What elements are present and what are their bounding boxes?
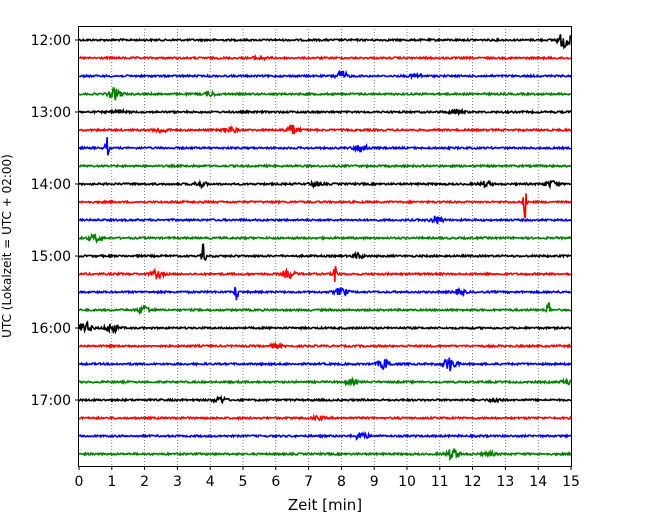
y-tick-label: 14:00 bbox=[31, 177, 71, 193]
seismic-trace bbox=[78, 394, 572, 405]
seismic-trace bbox=[78, 179, 572, 190]
x-tick-label: 12 bbox=[464, 474, 482, 490]
seismic-trace bbox=[78, 413, 572, 422]
x-tick-label: 14 bbox=[529, 474, 547, 490]
x-tick-label: 3 bbox=[173, 474, 182, 490]
x-tick-label: 0 bbox=[75, 474, 84, 490]
y-axis-ticks: 12:00 13:00 14:00 15:00 16:00 17:00 bbox=[31, 33, 79, 409]
x-tick-label: 8 bbox=[337, 474, 346, 490]
x-tick-label: 1 bbox=[107, 474, 116, 490]
seismic-trace bbox=[78, 69, 572, 81]
seismic-trace bbox=[78, 320, 572, 335]
x-tick-label: 4 bbox=[206, 474, 215, 490]
x-tick-label: 15 bbox=[562, 474, 580, 490]
seismic-trace bbox=[78, 124, 572, 135]
y-tick-label: 15:00 bbox=[31, 249, 71, 265]
x-tick-label: 6 bbox=[271, 474, 280, 490]
trace-group bbox=[78, 34, 572, 462]
y-tick-label: 13:00 bbox=[31, 105, 71, 121]
seismic-trace bbox=[78, 430, 572, 441]
x-tick-label: 10 bbox=[398, 474, 416, 490]
seismic-trace bbox=[78, 286, 572, 301]
seismic-trace bbox=[78, 107, 572, 117]
seismic-trace bbox=[78, 341, 572, 349]
seismic-trace bbox=[78, 232, 572, 245]
x-tick-label: 7 bbox=[304, 474, 313, 490]
x-axis-ticks: 0 1 2 3 4 5 6 7 8 9 10 11 12 13 14 15 bbox=[75, 466, 580, 490]
y-tick-label: 17:00 bbox=[31, 393, 71, 409]
x-tick-label: 9 bbox=[370, 474, 379, 490]
seismic-trace bbox=[78, 448, 572, 462]
seismic-trace bbox=[78, 376, 572, 387]
seismic-trace bbox=[78, 243, 572, 261]
seismic-trace bbox=[78, 137, 572, 156]
seismic-trace bbox=[78, 163, 571, 169]
seismic-trace bbox=[78, 265, 572, 282]
y-axis-label: UTC (Lokalzeit = UTC + 02:00) bbox=[0, 154, 14, 338]
x-tick-label: 11 bbox=[431, 474, 449, 490]
x-tick-label: 2 bbox=[140, 474, 149, 490]
y-tick-label: 16:00 bbox=[31, 321, 71, 337]
x-axis-label: Zeit [min] bbox=[288, 496, 362, 514]
seismic-trace bbox=[78, 357, 572, 372]
y-tick-label: 12:00 bbox=[31, 33, 71, 49]
seismic-trace bbox=[78, 215, 572, 225]
seismic-trace bbox=[79, 302, 572, 316]
seismic-trace bbox=[79, 53, 572, 62]
seismic-trace bbox=[78, 86, 572, 101]
seismic-trace bbox=[78, 193, 572, 219]
x-tick-label: 13 bbox=[496, 474, 514, 490]
vertical-grid bbox=[111, 26, 539, 466]
x-tick-label: 5 bbox=[239, 474, 248, 490]
plot-frame bbox=[78, 26, 572, 467]
seismic-trace bbox=[78, 34, 572, 50]
